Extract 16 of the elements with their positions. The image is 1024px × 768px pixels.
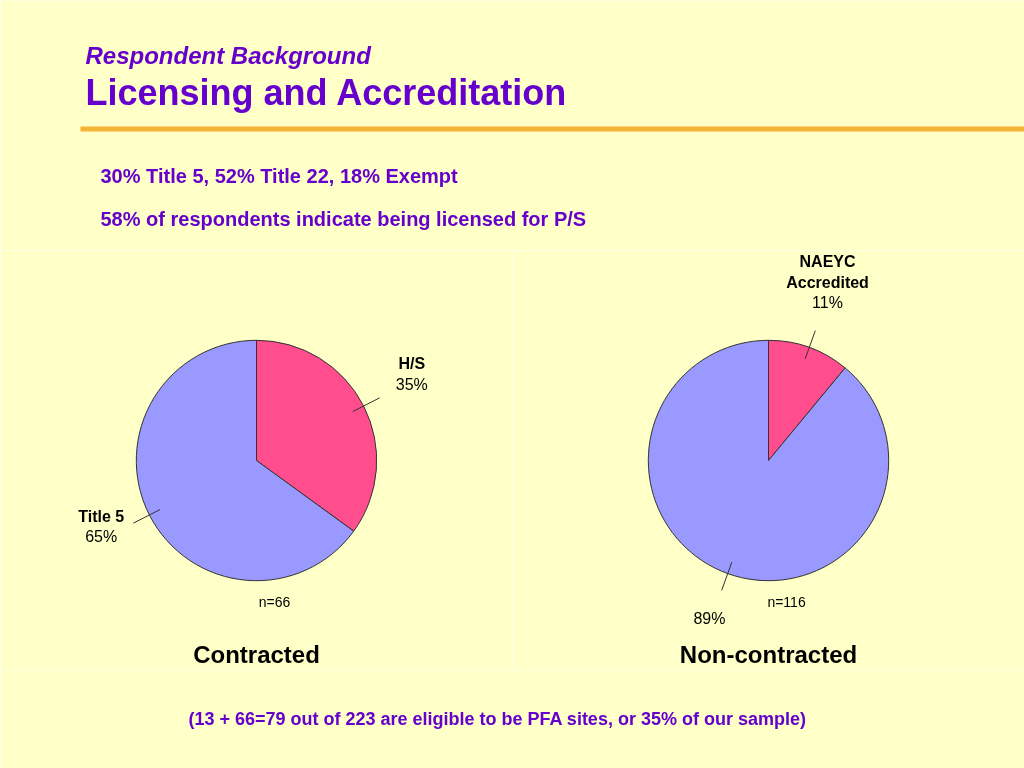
text: 30% Title 5, 52% Title 22, 18% Exempt xyxy=(100,164,459,187)
data-label: 11% xyxy=(812,293,843,311)
slice-label: NAEYC Accredited xyxy=(786,253,869,291)
text: n=66 xyxy=(258,594,291,611)
slice-label: Title 5 xyxy=(78,507,125,525)
slice-label: H/S xyxy=(398,355,426,373)
text: Non-contracted xyxy=(679,641,858,669)
data-label: 89% xyxy=(693,610,726,628)
text: n=116 xyxy=(767,594,806,611)
data-label: 35% xyxy=(395,375,428,393)
text: Contracted xyxy=(193,641,320,669)
text: (13 + 66=79 out of 223 are eligible to be PFA sites, or 35% of our sample) xyxy=(188,708,806,729)
text: Licensing and Accreditation xyxy=(85,72,567,113)
data-label: 65% xyxy=(85,528,118,546)
text: Respondent Background xyxy=(85,42,373,69)
text: 58% of respondents indicate being licensed for P/S xyxy=(100,207,587,230)
